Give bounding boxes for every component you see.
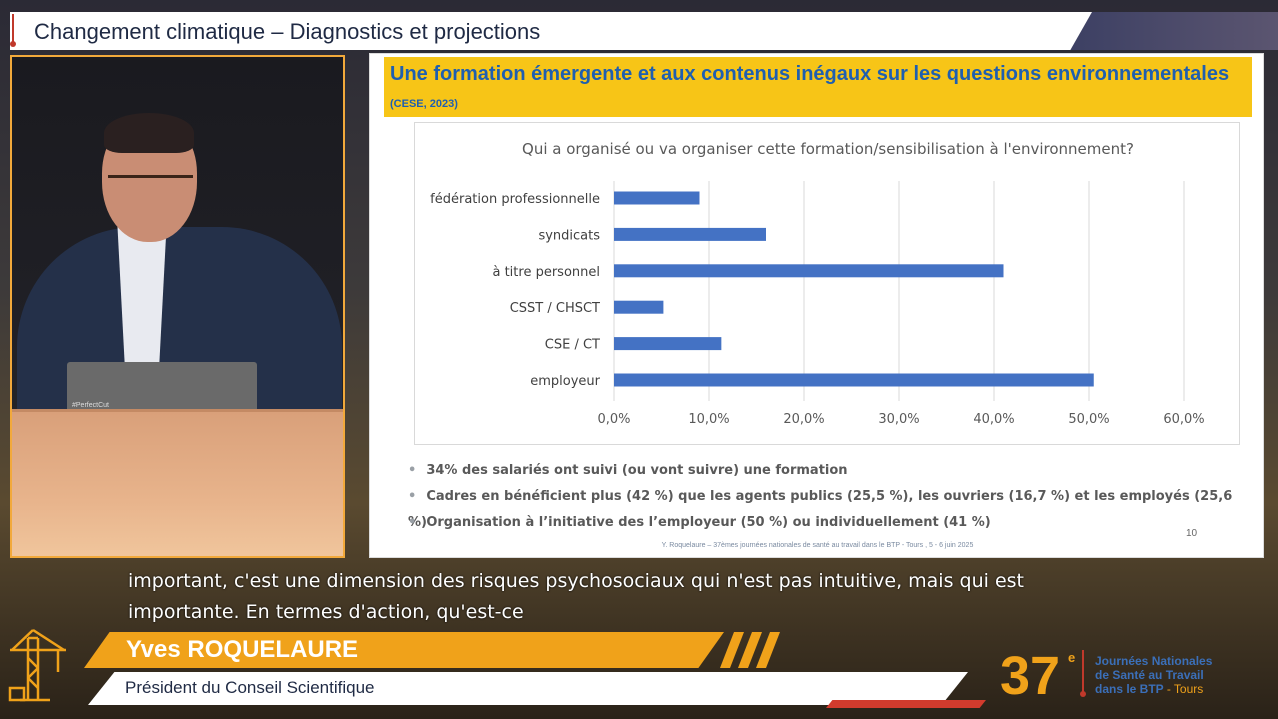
speaker-role: Président du Conseil Scientifique [125, 678, 375, 697]
bullet-list: 34% des salariés ont suivi (ou vont suiv… [408, 458, 1248, 536]
speaker-role-banner: Président du Conseil Scientifique [88, 672, 968, 705]
speaker-glasses [108, 175, 193, 200]
event-line-3: dans le BTP - Tours [1095, 682, 1212, 696]
category-label: CSST / CHSCT [510, 301, 600, 316]
x-tick-label: 40,0% [973, 412, 1014, 427]
presentation-slide: Une formation émergente et aux contenus … [369, 53, 1264, 558]
event-thermometer-icon [1080, 650, 1086, 697]
bar [614, 300, 664, 314]
podium [12, 412, 343, 556]
caption-line-2: importante. En termes d'action, qu'est-c… [128, 601, 524, 623]
x-tick-label: 10,0% [688, 412, 729, 427]
event-city: - Tours [1166, 682, 1204, 696]
x-tick-label: 20,0% [783, 412, 824, 427]
red-accent-bar [826, 700, 986, 708]
x-tick-label: 30,0% [878, 412, 919, 427]
bar [614, 373, 1094, 387]
bar-chart: Qui a organisé ou va organiser cette for… [414, 122, 1240, 445]
speaker-name: Yves ROQUELAURE [126, 636, 359, 663]
slide-title-main: Une formation émergente et aux contenus … [390, 63, 1230, 85]
slide-title: Une formation émergente et aux contenus … [390, 61, 1250, 118]
event-line-2: de Santé au Travail [1095, 668, 1204, 682]
banner-stripes [720, 632, 780, 668]
speaker-video: #PerfectCut [10, 55, 345, 558]
crane-logo-icon [8, 628, 66, 702]
slide-title-citation: (CESE, 2023) [390, 98, 458, 110]
bullet-item: 34% des salariés ont suivi (ou vont suiv… [408, 458, 1248, 484]
speaker-hair [104, 113, 194, 153]
event-number-suffix: e [1068, 650, 1076, 665]
bar [614, 191, 700, 205]
title-bar: Changement climatique – Diagnostics et p… [10, 12, 1092, 50]
bar [614, 264, 1004, 278]
speaker-name-banner: Yves ROQUELAURE [84, 632, 724, 668]
thermometer-icon [10, 14, 16, 47]
caption-line-1: important, c'est une dimension des risqu… [128, 570, 1024, 592]
category-label: CSE / CT [545, 338, 600, 353]
laptop [67, 362, 257, 417]
topbar-accent [1060, 12, 1278, 50]
x-tick-label: 60,0% [1163, 412, 1204, 427]
bar-chart-svg: Qui a organisé ou va organiser cette for… [430, 140, 1204, 427]
x-tick-label: 50,0% [1068, 412, 1109, 427]
page-title: Changement climatique – Diagnostics et p… [34, 19, 541, 44]
event-line-3-text: dans le BTP [1095, 682, 1164, 696]
event-name: Journées Nationales de Santé au Travail … [1095, 654, 1212, 696]
bar [614, 227, 766, 241]
laptop-logo: #PerfectCut [72, 402, 109, 409]
category-label: à titre personnel [492, 265, 600, 280]
event-number: 37 [1000, 646, 1061, 706]
category-label: syndicats [538, 228, 600, 243]
bullet-item: Organisation à l’initiative des l’employ… [408, 510, 1248, 536]
chart-title: Qui a organisé ou va organiser cette for… [522, 140, 1134, 158]
bullet-item: Cadres en bénéficient plus (42 %) que le… [408, 484, 1248, 530]
slide-header: Une formation émergente et aux contenus … [384, 57, 1252, 117]
event-line-1: Journées Nationales [1095, 654, 1213, 668]
slide-footer: Y. Roquelaure – 37èmes journées national… [661, 542, 974, 549]
slide-page-number: 10 [1186, 528, 1198, 539]
category-label: employeur [530, 374, 600, 389]
category-label: fédération professionnelle [430, 192, 600, 207]
x-tick-label: 0,0% [597, 412, 630, 427]
bar [614, 337, 722, 351]
subtitle-caption: important, c'est une dimension des risqu… [128, 566, 1138, 628]
